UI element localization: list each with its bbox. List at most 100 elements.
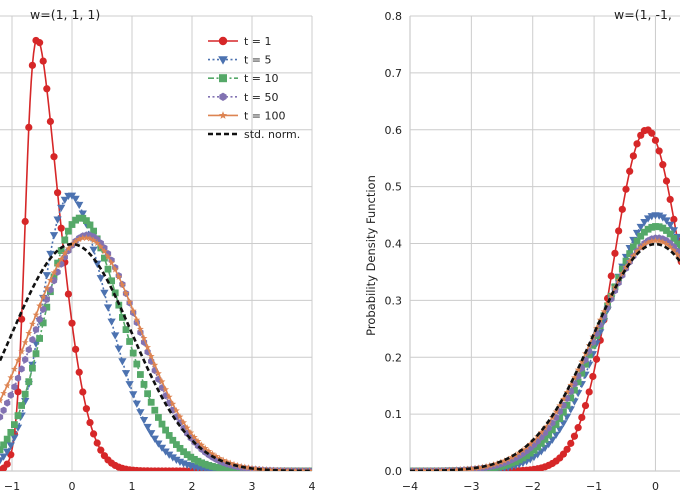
y-tick-label: 0.5	[385, 181, 403, 194]
x-tick-label: −3	[463, 480, 479, 493]
data-point	[68, 319, 76, 327]
data-point	[571, 373, 578, 381]
data-point	[39, 293, 47, 300]
y-tick-label: 0.2	[385, 351, 403, 364]
data-point	[556, 408, 563, 416]
data-point	[14, 374, 22, 382]
data-point	[618, 265, 626, 273]
data-point	[150, 435, 159, 443]
data-point	[582, 360, 589, 368]
data-point	[114, 345, 123, 353]
data-point	[42, 272, 51, 280]
data-point	[36, 302, 44, 309]
legend-label: t = 100	[244, 109, 286, 122]
data-point	[7, 391, 14, 399]
data-point	[607, 272, 615, 280]
data-point	[82, 234, 90, 241]
data-point	[57, 224, 65, 232]
data-point	[136, 409, 145, 417]
data-point	[86, 235, 94, 242]
data-point	[126, 298, 134, 305]
data-point	[578, 369, 586, 377]
data-point	[644, 238, 652, 246]
legend-label: t = 50	[244, 91, 279, 104]
chart-title: w=(1, -1,	[614, 7, 672, 22]
data-point	[552, 408, 560, 415]
data-point	[563, 388, 571, 396]
data-point	[7, 451, 15, 459]
data-point	[93, 439, 101, 447]
data-point	[252, 465, 260, 471]
data-point	[108, 277, 115, 285]
data-point	[212, 452, 220, 460]
data-point	[3, 382, 11, 389]
data-point	[589, 372, 597, 381]
data-point	[60, 196, 69, 204]
data-point	[559, 420, 568, 428]
y-tick-label: 0.8	[385, 10, 403, 23]
data-point	[592, 355, 601, 363]
data-point	[50, 277, 58, 285]
x-tick-label: −1	[4, 480, 20, 493]
data-point	[64, 244, 72, 252]
data-point	[596, 316, 604, 323]
data-point	[111, 266, 119, 273]
data-point	[662, 177, 671, 185]
data-point	[21, 390, 29, 398]
data-point	[122, 289, 130, 297]
data-point	[559, 395, 567, 402]
data-point	[157, 444, 167, 452]
data-point	[585, 351, 593, 359]
data-point	[4, 399, 11, 407]
data-point	[611, 249, 619, 257]
data-point	[140, 381, 148, 388]
data-point	[530, 446, 538, 454]
data-point	[674, 240, 680, 248]
x-tick-label: −1	[586, 480, 602, 493]
data-point	[0, 453, 8, 461]
data-point	[22, 355, 29, 364]
data-point	[10, 434, 19, 442]
data-point	[6, 442, 15, 450]
data-point	[28, 320, 36, 327]
y-tick-label: 0.4	[385, 238, 403, 251]
data-point	[652, 237, 659, 244]
data-point	[0, 441, 8, 449]
data-point	[64, 290, 72, 298]
data-point	[53, 216, 62, 224]
data-point	[3, 448, 12, 456]
data-point	[190, 433, 198, 441]
data-point	[25, 346, 32, 354]
data-point	[57, 204, 66, 212]
data-point	[574, 378, 582, 386]
data-point	[11, 421, 18, 428]
data-point	[648, 129, 656, 137]
data-point	[670, 215, 678, 223]
data-point	[632, 229, 642, 238]
data-point	[162, 426, 169, 434]
data-point	[526, 449, 534, 457]
data-point	[655, 237, 663, 244]
data-point	[119, 314, 126, 321]
data-point	[460, 465, 468, 471]
data-point	[659, 238, 667, 246]
data-point	[129, 307, 137, 314]
data-point	[636, 223, 645, 232]
data-point	[567, 381, 575, 388]
legend-label: t = 10	[244, 72, 279, 85]
data-point	[622, 185, 630, 193]
data-point	[3, 460, 11, 468]
data-point	[216, 464, 223, 471]
data-point	[129, 391, 138, 399]
data-point	[515, 456, 523, 464]
legend: t = 1 t = 5 t = 10 t = 50 t = 100 std. norm.	[208, 35, 300, 141]
data-point	[29, 364, 36, 372]
data-point	[655, 223, 663, 231]
data-point	[168, 454, 177, 462]
data-point	[198, 459, 205, 467]
data-point	[666, 230, 674, 238]
x-tick-label: 0	[652, 480, 659, 493]
data-point	[65, 227, 72, 235]
data-point	[574, 366, 582, 373]
data-point	[21, 217, 29, 226]
